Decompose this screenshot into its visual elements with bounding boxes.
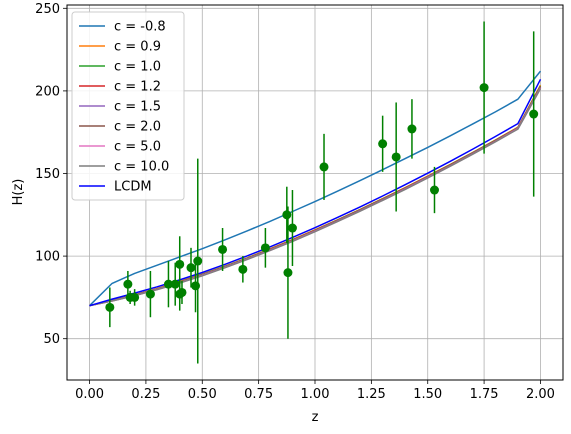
legend-label-0: c = -0.8 (114, 20, 166, 35)
data-point-18 (287, 223, 297, 233)
data-point-12 (193, 256, 203, 266)
data-point-21 (391, 152, 401, 162)
data-point-3 (130, 292, 140, 302)
data-point-17 (283, 268, 293, 278)
legend-label-6: c = 5.0 (114, 140, 161, 155)
legend-box (71, 11, 185, 201)
y-tick-label-1: 100 (35, 250, 60, 265)
data-point-5 (163, 279, 173, 289)
data-point-19 (319, 162, 329, 172)
y-tick-label-4: 250 (35, 2, 60, 17)
data-point-6 (170, 279, 180, 289)
data-point-0 (105, 302, 115, 312)
data-point-11 (191, 281, 201, 291)
x-tick-label-7: 1.75 (470, 387, 499, 402)
x-tick-label-1: 0.25 (131, 387, 160, 402)
x-tick-label-2: 0.50 (188, 387, 217, 402)
legend-label-7: c = 10.0 (114, 160, 169, 175)
x-tick-label-4: 1.00 (301, 387, 330, 402)
data-point-20 (378, 139, 388, 149)
y-axis: 50 100 150 200 250 (35, 2, 67, 347)
x-tick-label-6: 1.50 (413, 387, 442, 402)
series-line-0 (88, 70, 542, 307)
observations (105, 21, 539, 364)
data-point-9 (177, 287, 187, 297)
legend-label-2: c = 1.0 (114, 60, 161, 75)
data-point-10 (186, 263, 196, 273)
data-point-7 (175, 259, 185, 269)
series-lines (88, 70, 542, 307)
data-point-13 (218, 244, 228, 254)
series-line-7 (89, 88, 542, 307)
legend-label-8: LCDM (114, 180, 152, 195)
x-tick-label-5: 1.25 (357, 387, 386, 402)
legend-label-3: c = 1.2 (114, 80, 161, 95)
data-point-23 (429, 185, 439, 195)
data-point-22 (407, 124, 417, 134)
legend-label-5: c = 2.0 (114, 120, 161, 135)
y-axis-label: H(z) (11, 179, 26, 206)
data-point-16 (282, 210, 292, 220)
data-point-1 (123, 279, 133, 289)
y-tick-label-2: 150 (35, 167, 60, 182)
y-tick-label-0: 50 (43, 332, 60, 347)
data-point-15 (260, 243, 270, 253)
x-tick-label-8: 2.00 (526, 387, 555, 402)
x-axis: 0.00 0.25 0.50 0.75 1.00 1.25 1.50 1.75 2.00 (75, 380, 555, 402)
data-point-4 (145, 289, 155, 299)
data-point-24 (479, 83, 489, 93)
x-tick-label-3: 0.75 (244, 387, 273, 402)
data-point-25 (529, 109, 539, 119)
y-tick-label-3: 200 (35, 84, 60, 99)
legend-label-4: c = 1.5 (114, 100, 161, 115)
x-axis-label: z (312, 410, 319, 425)
legend-label-1: c = 0.9 (114, 40, 161, 55)
legend: c = -0.8 c = 0.9 c = 1.0 c = 1.2 c = 1.5 c = … (71, 11, 185, 201)
x-tick-label-0: 0.00 (75, 387, 104, 402)
data-point-14 (238, 264, 248, 274)
